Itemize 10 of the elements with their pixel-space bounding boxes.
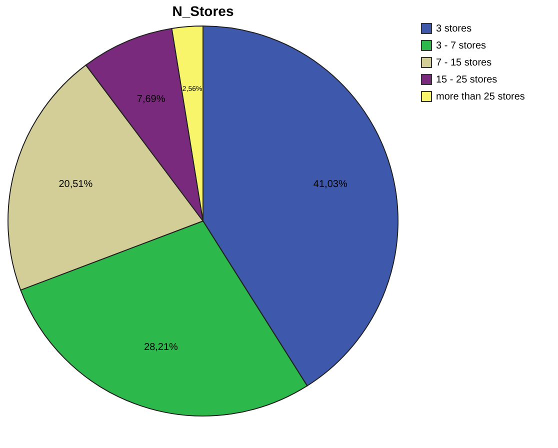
chart-title: N_Stores: [172, 3, 234, 19]
data-label: 20,51%: [58, 179, 93, 190]
data-label: 41,03%: [313, 179, 348, 190]
data-label: 7,69%: [136, 94, 166, 105]
legend-label: 7 - 15 stores: [436, 58, 492, 68]
legend-label: 15 - 25 stores: [436, 74, 498, 86]
legend-label: more than 25 stores: [436, 92, 525, 102]
legend-label: 3 stores: [436, 24, 472, 34]
data-label: 28,21%: [144, 342, 178, 353]
legend-label: 3 - 7 stores: [436, 40, 486, 52]
